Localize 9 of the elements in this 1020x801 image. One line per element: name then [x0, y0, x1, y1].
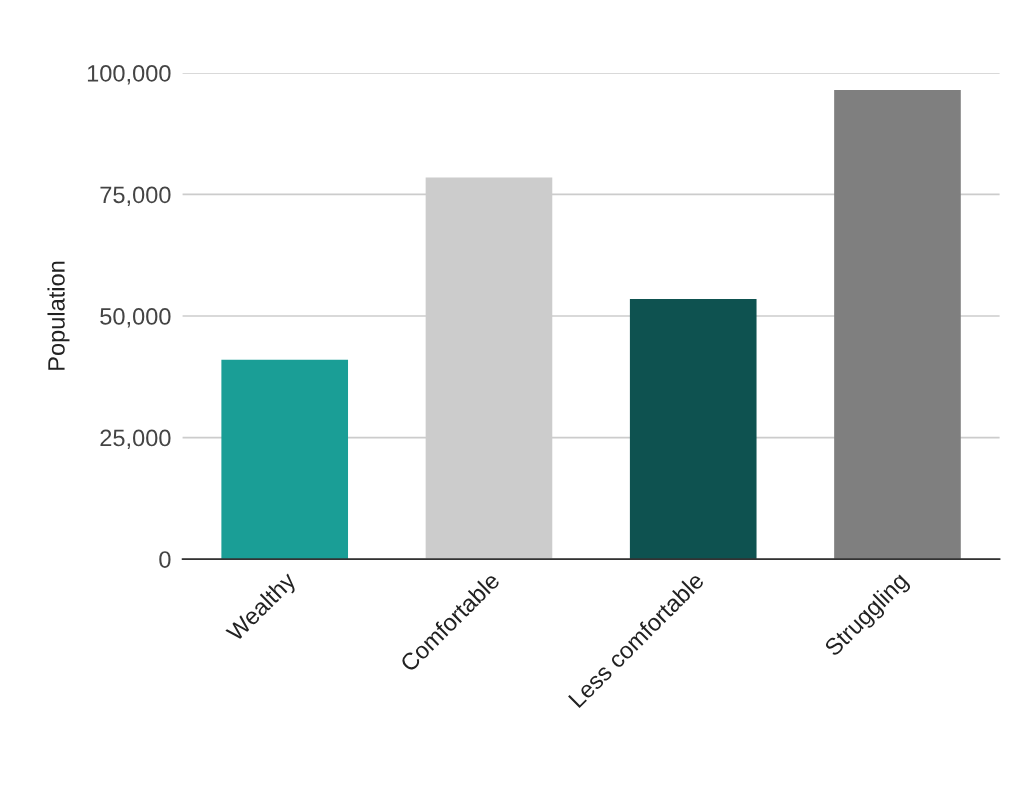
y-tick-label: 50,000: [100, 308, 171, 328]
y-tick-label: 100,000: [87, 64, 171, 85]
bar: [221, 359, 349, 560]
bar: [629, 298, 757, 560]
y-tick-label: 25,000: [100, 429, 171, 450]
y-tick-label: 75,000: [100, 186, 171, 207]
y-axis-title: Population: [47, 261, 70, 370]
y-tick-label: 0: [159, 551, 171, 568]
bar: [834, 89, 961, 560]
